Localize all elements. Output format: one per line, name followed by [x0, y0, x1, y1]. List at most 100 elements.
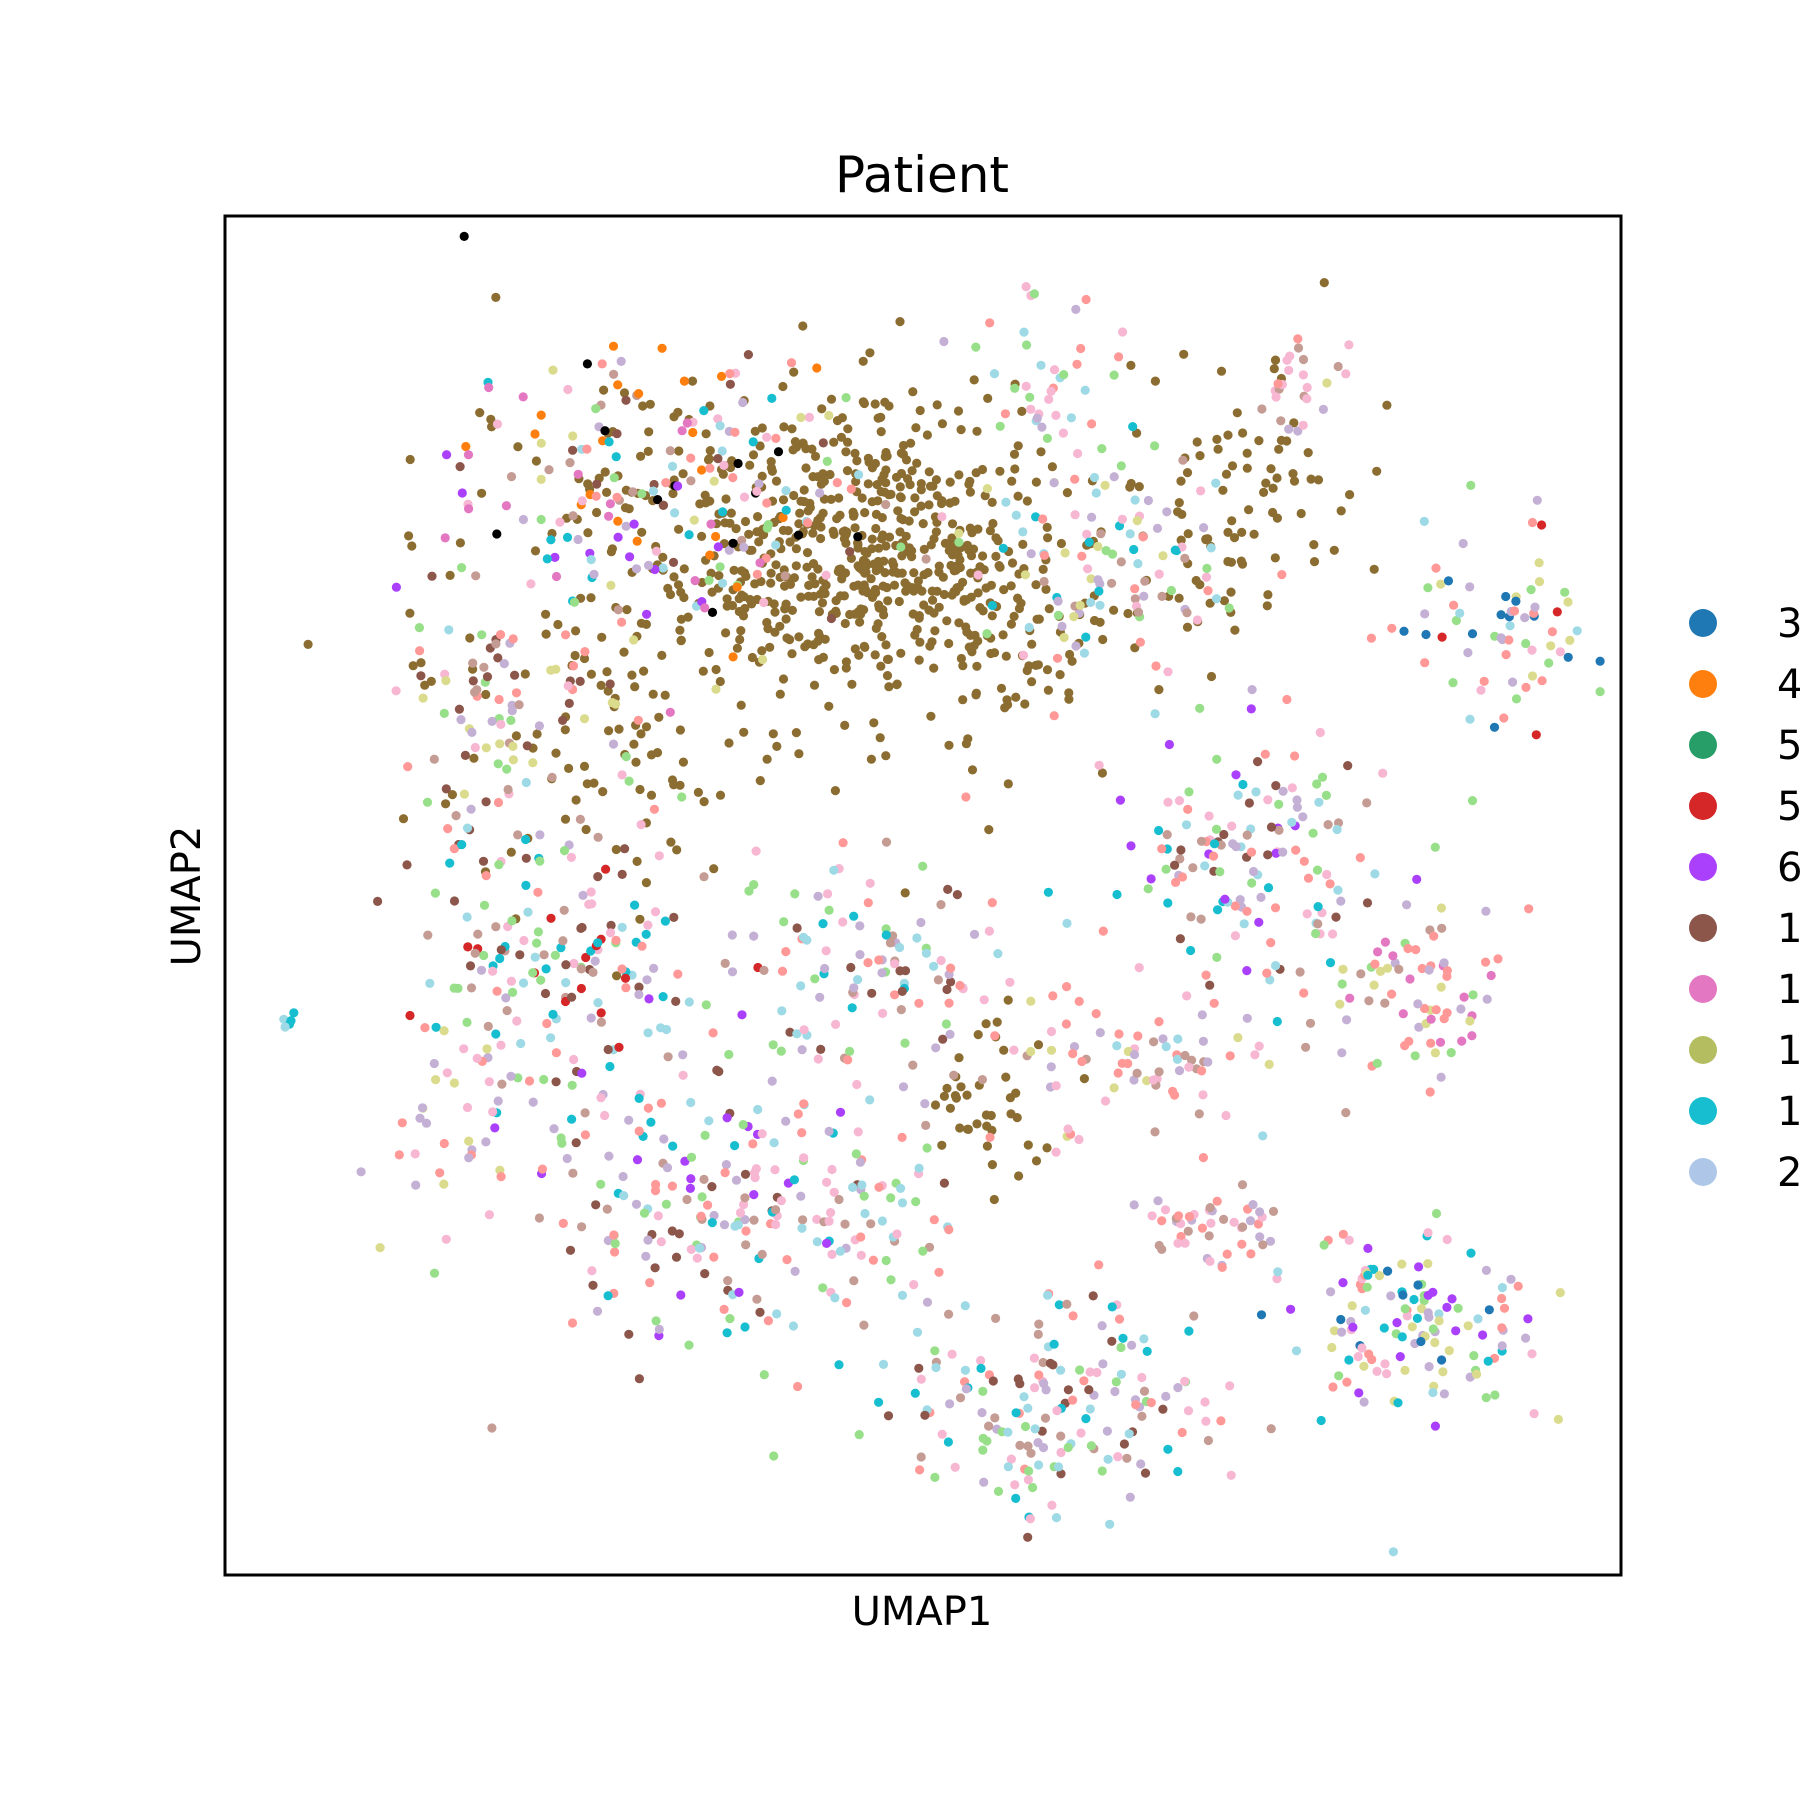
scatter-point	[1315, 727, 1325, 738]
scatter-point	[1030, 1424, 1040, 1434]
scatter-point	[1262, 601, 1272, 611]
scatter-point	[719, 1220, 730, 1230]
scatter-point	[558, 715, 568, 726]
scatter-point	[1478, 1330, 1488, 1340]
scatter-point	[918, 861, 928, 871]
scatter-point	[896, 648, 906, 658]
scatter-point	[1063, 1124, 1073, 1134]
scatter-point	[1160, 1205, 1171, 1215]
scatter-point	[457, 563, 467, 573]
scatter-point	[824, 905, 834, 915]
scatter-point	[1521, 1333, 1531, 1343]
scatter-point	[1233, 1033, 1243, 1043]
scatter-point	[405, 608, 415, 618]
scatter-point	[507, 987, 518, 998]
scatter-point	[826, 1208, 836, 1218]
scatter-point	[782, 1255, 792, 1265]
scatter-point	[762, 617, 772, 628]
scatter-point	[581, 952, 591, 963]
scatter-point	[472, 1053, 482, 1063]
scatter-point	[580, 647, 590, 657]
scatter-point	[425, 978, 435, 989]
scatter-point	[1197, 1223, 1207, 1233]
scatter-point	[1170, 860, 1180, 870]
scatter-point	[850, 448, 860, 458]
scatter-point	[561, 978, 571, 988]
scatter-point	[1022, 496, 1032, 506]
scatter-point	[479, 950, 489, 961]
scatter-point	[1118, 327, 1128, 337]
scatter-point	[970, 630, 980, 641]
scatter-point	[915, 637, 925, 647]
scatter-point	[1215, 867, 1225, 877]
scatter-point	[675, 725, 686, 735]
scatter-point	[980, 491, 990, 501]
scatter-point	[818, 469, 828, 479]
scatter-point	[464, 1153, 474, 1163]
scatter-point	[790, 889, 800, 899]
scatter-point	[1135, 637, 1145, 647]
scatter-point	[1150, 376, 1160, 386]
scatter-point	[1018, 539, 1028, 550]
scatter-point	[859, 1320, 869, 1330]
scatter-point	[1231, 770, 1241, 780]
scatter-point	[1497, 1293, 1507, 1304]
scatter-point	[951, 1093, 962, 1103]
scatter-point	[1023, 1441, 1033, 1451]
scatter-point	[1000, 703, 1010, 713]
scatter-point	[508, 755, 518, 765]
scatter-point	[515, 950, 525, 960]
scatter-point	[890, 990, 900, 1000]
scatter-point	[513, 830, 523, 840]
scatter-point	[1130, 495, 1140, 505]
scatter-point	[1186, 912, 1196, 922]
scatter-point	[1125, 482, 1135, 492]
scatter-point	[420, 680, 430, 690]
scatter-point	[1023, 1140, 1033, 1150]
scatter-point	[642, 975, 652, 985]
scatter-point	[813, 515, 823, 526]
scatter-point	[1553, 1414, 1563, 1424]
legend-marker	[1689, 1158, 1717, 1186]
scatter-point	[1049, 365, 1060, 375]
scatter-point	[1203, 586, 1213, 596]
scatter-point	[536, 410, 546, 420]
scatter-point	[1325, 958, 1336, 968]
scatter-point	[781, 486, 791, 496]
scatter-point	[1424, 965, 1434, 975]
scatter-point	[1173, 1211, 1184, 1221]
scatter-point	[938, 1034, 948, 1044]
scatter-point	[1125, 1492, 1135, 1502]
scatter-point	[873, 619, 883, 629]
scatter-point	[1527, 1349, 1537, 1359]
scatter-point	[1308, 828, 1318, 838]
scatter-point	[1523, 1314, 1533, 1324]
scatter-point	[787, 605, 798, 616]
scatter-point	[1312, 865, 1323, 875]
scatter-point	[542, 554, 552, 564]
scatter-point	[1374, 1271, 1385, 1281]
scatter-point	[586, 593, 596, 603]
scatter-point	[1216, 366, 1227, 376]
scatter-point	[712, 1065, 722, 1075]
scatter-point	[940, 538, 951, 549]
scatter-point	[663, 583, 673, 594]
scatter-point	[771, 476, 782, 486]
scatter-point	[1555, 647, 1565, 657]
scatter-point	[1387, 989, 1397, 999]
scatter-point	[1362, 898, 1373, 908]
scatter-point	[1077, 551, 1087, 561]
scatter-point	[636, 820, 646, 830]
scatter-point	[780, 571, 790, 581]
scatter-point	[1256, 1310, 1267, 1320]
scatter-point	[1006, 1454, 1017, 1464]
scatter-point	[1265, 1236, 1276, 1246]
scatter-point	[671, 996, 681, 1007]
scatter-point	[1046, 386, 1056, 396]
scatter-point	[1212, 1196, 1222, 1206]
scatter-point	[619, 388, 630, 398]
scatter-point	[733, 458, 743, 469]
scatter-point	[1203, 1057, 1213, 1067]
scatter-point	[1431, 1208, 1442, 1219]
scatter-point	[1180, 553, 1190, 564]
